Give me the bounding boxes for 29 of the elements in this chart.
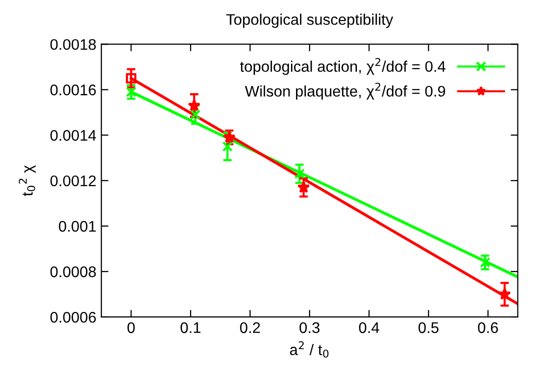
x-tick-label: 0.5 [418,322,439,334]
legend-label: topological action, χ$^{2}$/dof = 0.4 [240,58,446,75]
chart-title: Topological susceptibility [226,14,394,28]
legend-label: Wilson plaquette, χ$^{2}$/dof = 0.9 [244,82,446,100]
point [126,73,136,84]
x-tick-label: 0.1 [180,322,200,334]
y-tick-label: 0.001 [58,220,96,232]
point [480,257,490,268]
point [498,288,511,300]
x-tick-label: 0 [127,322,135,334]
y-axis-title: t$_{0}$$^{2}$ χ [18,165,36,196]
point [126,86,136,98]
point [188,98,200,112]
y-tick-label: 0.0016 [50,84,96,96]
y-tick-label: 0.0018 [50,39,96,50]
x-tick-label: 0.4 [359,322,380,334]
x-tick-label: 0.2 [240,322,260,334]
point [294,168,305,179]
point [297,180,310,193]
y-tick-label: 0.0014 [50,130,96,141]
y-tick-label: 0.0008 [50,266,96,278]
x-tick-label: 0.3 [300,322,320,334]
point [190,109,201,120]
point [222,141,233,152]
y-tick-label: 0.0006 [50,312,96,323]
x-tick-label: 0.6 [478,322,498,334]
point [222,130,236,143]
y-tick-label: 0.0012 [50,175,96,186]
x-axis-title: a$^{2}$ / t$_{0}$ [290,341,328,358]
